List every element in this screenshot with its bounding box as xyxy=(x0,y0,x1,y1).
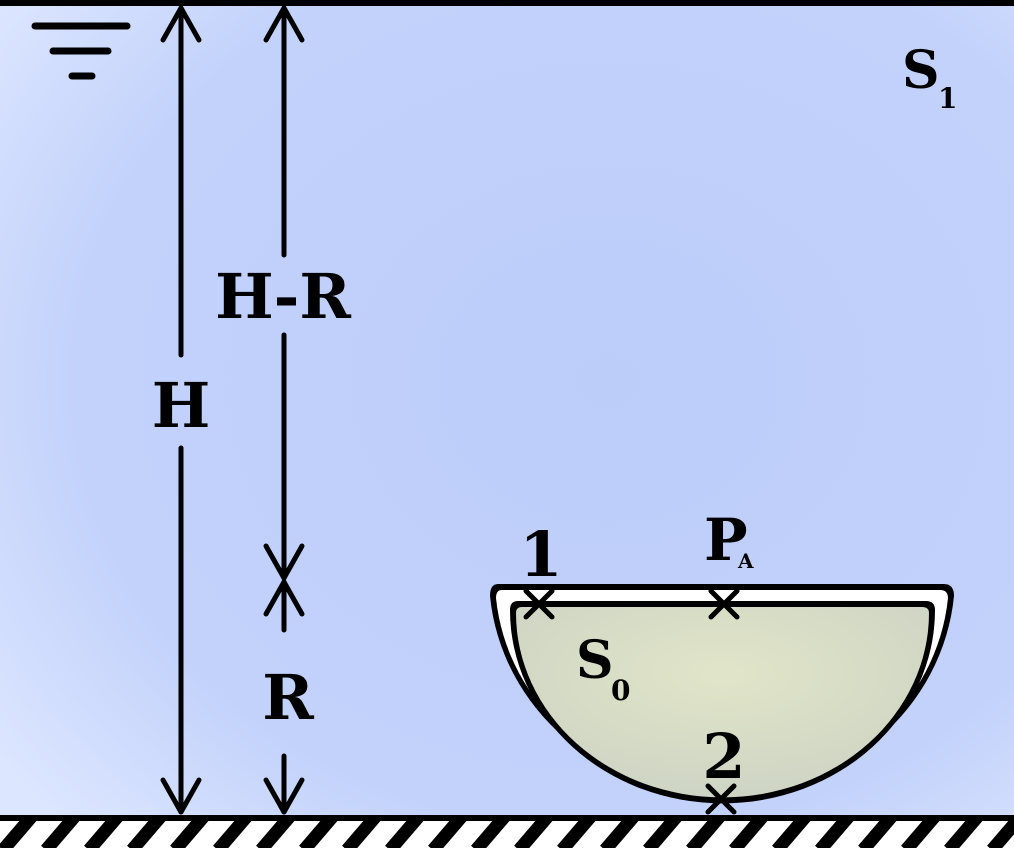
point-pa-marker xyxy=(708,588,740,620)
hemispherical-shell xyxy=(490,584,954,804)
ground-icon xyxy=(0,815,1014,848)
label-pa: P xyxy=(704,506,748,574)
free-surface-icon xyxy=(31,22,131,80)
point-2-marker xyxy=(705,783,737,815)
label-h: H xyxy=(152,369,211,442)
dimension-r xyxy=(263,579,305,815)
ground-hatch-stroke xyxy=(987,815,1014,848)
label-h-minus-r: H-R xyxy=(215,260,351,333)
top-boundary xyxy=(0,0,1014,6)
label-r: R xyxy=(262,661,314,734)
label-s1: S xyxy=(902,40,940,101)
label-s0: S xyxy=(576,630,614,691)
label-pa-subscript: A xyxy=(737,549,754,573)
label-point-1: 1 xyxy=(519,518,562,591)
label-s0-subscript: 0 xyxy=(611,674,630,707)
dimension-h xyxy=(160,5,202,815)
label-s1-subscript: 1 xyxy=(938,82,957,115)
label-point-2: 2 xyxy=(702,720,745,793)
inner-fluid-region xyxy=(516,607,929,798)
dimension-h-minus-r xyxy=(263,5,305,581)
point-1-marker xyxy=(523,588,555,620)
